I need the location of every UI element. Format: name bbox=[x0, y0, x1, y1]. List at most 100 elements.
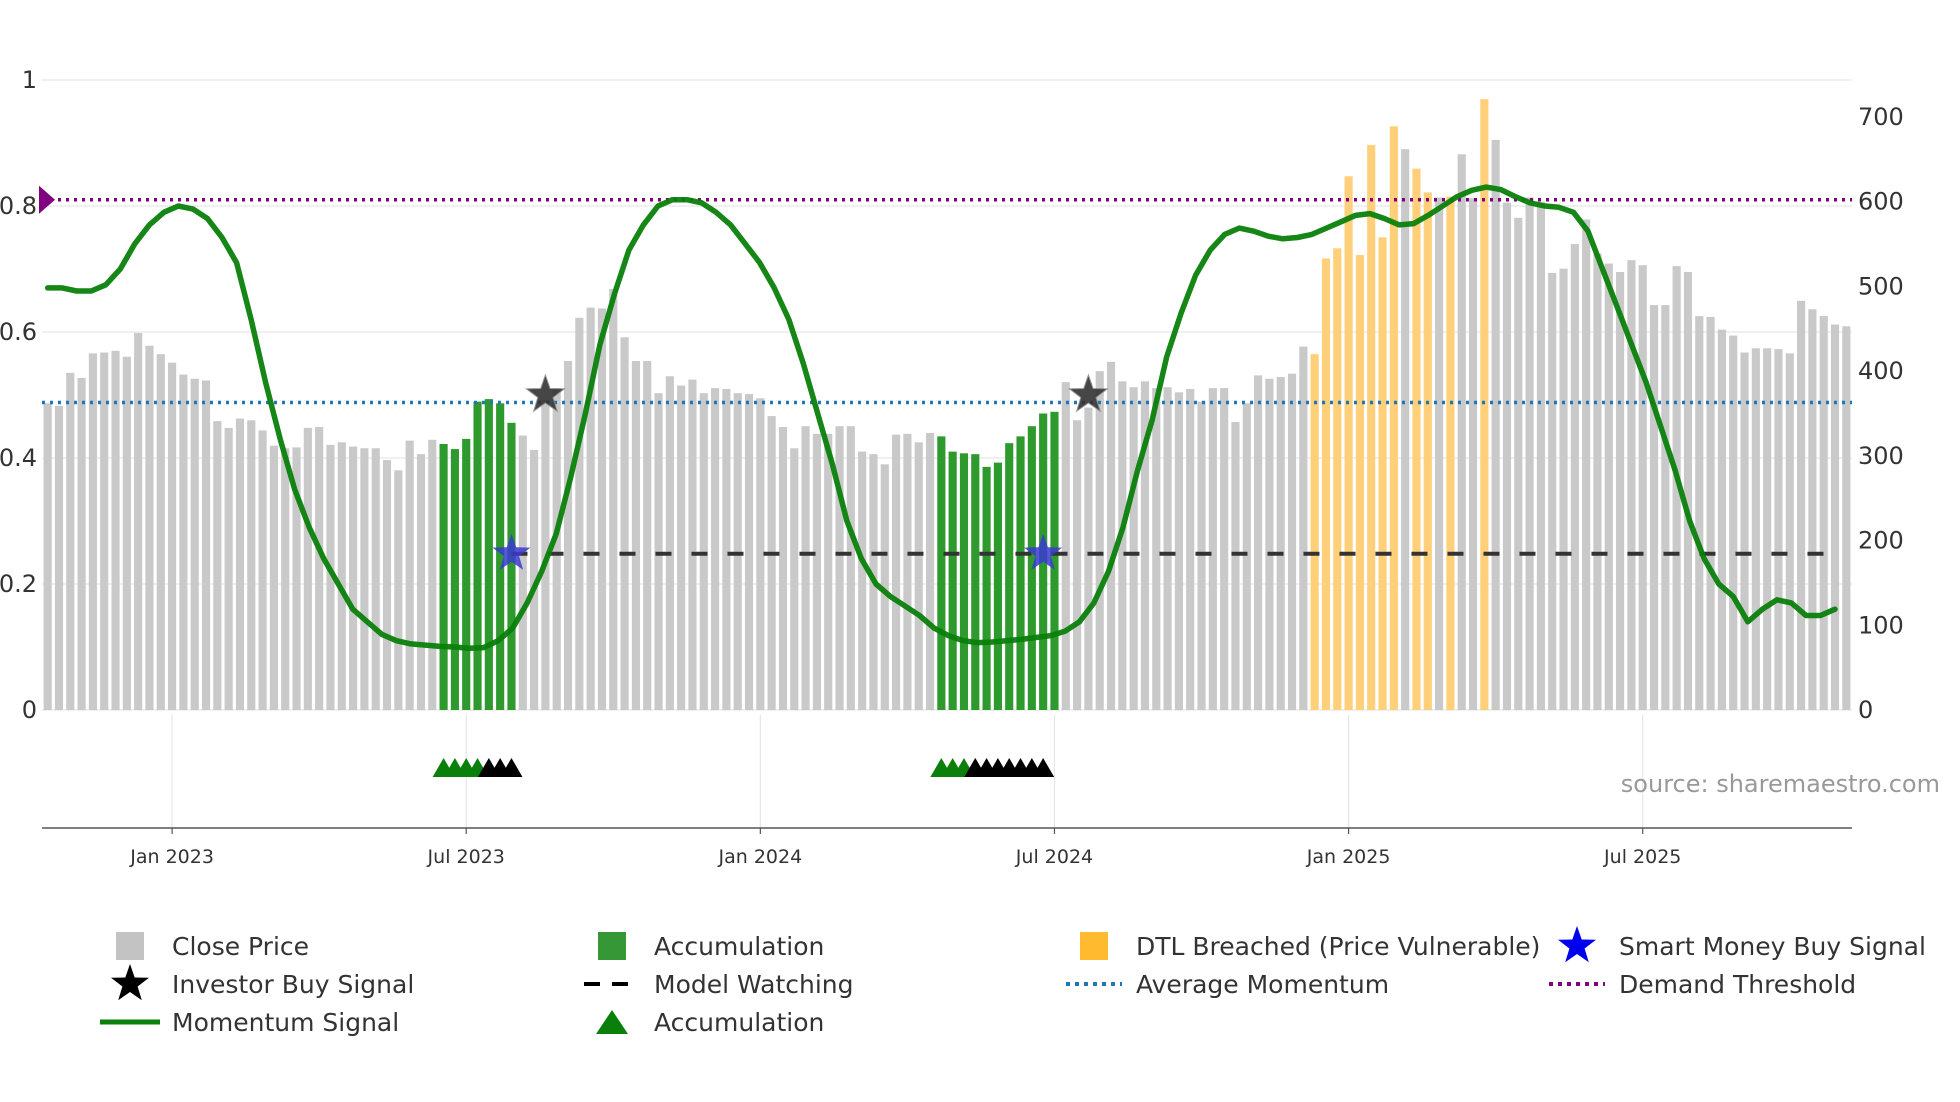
close-price-bar bbox=[77, 377, 86, 710]
close-price-bar bbox=[665, 376, 674, 710]
close-price-bar bbox=[688, 379, 697, 710]
dtl-breached-bar bbox=[1480, 99, 1489, 710]
legend-label: Close Price bbox=[172, 932, 309, 961]
close-price-bar bbox=[66, 372, 75, 710]
close-price-bar bbox=[1118, 381, 1127, 710]
close-price-bar bbox=[1276, 377, 1285, 710]
legend-symbol-triangle bbox=[596, 1010, 628, 1034]
dtl-breached-bar bbox=[1412, 168, 1421, 710]
accumulation-bar bbox=[473, 401, 482, 710]
accumulation-bar bbox=[971, 454, 980, 710]
close-price-bar bbox=[552, 388, 561, 710]
close-price-bar bbox=[43, 403, 52, 710]
close-price-bar bbox=[190, 378, 199, 710]
close-price-bar bbox=[858, 451, 867, 710]
close-price-bar bbox=[677, 385, 686, 710]
close-price-bar bbox=[394, 470, 403, 710]
close-price-bar bbox=[1808, 309, 1817, 710]
accumulation-triangle-black bbox=[500, 758, 523, 777]
close-price-bar bbox=[1740, 352, 1749, 710]
close-price-bar bbox=[145, 345, 154, 710]
close-price-bar bbox=[586, 307, 595, 710]
legend-label: Investor Buy Signal bbox=[172, 970, 414, 999]
dtl-breached-bar bbox=[1333, 248, 1342, 711]
close-price-bar bbox=[530, 449, 539, 710]
legend-label: Demand Threshold bbox=[1619, 970, 1856, 999]
close-price-bar bbox=[1061, 382, 1070, 710]
close-price-bar bbox=[575, 317, 584, 710]
close-price-bar bbox=[1548, 272, 1557, 710]
close-price-bar bbox=[1842, 326, 1851, 710]
dtl-breached-bar bbox=[1310, 354, 1319, 710]
close-price-bar bbox=[733, 393, 742, 710]
close-price-bar bbox=[337, 442, 346, 710]
gridlines bbox=[42, 79, 1852, 828]
legend-label: Model Watching bbox=[654, 970, 854, 999]
accumulation-bar bbox=[937, 436, 946, 710]
right-axis-tick-label: 0 bbox=[1858, 696, 1873, 724]
legend-item: Demand Threshold bbox=[1549, 970, 1856, 999]
dtl-breached-bar bbox=[1423, 192, 1432, 710]
close-price-bar bbox=[1729, 335, 1738, 710]
right-axis-tick-label: 400 bbox=[1858, 357, 1904, 385]
close-price-bar bbox=[846, 426, 855, 710]
right-axis-tick-label: 600 bbox=[1858, 188, 1904, 216]
close-price-bar bbox=[1435, 197, 1444, 710]
accumulation-bar bbox=[507, 422, 516, 710]
legend-symbol-square bbox=[1080, 932, 1108, 960]
close-price-bar bbox=[654, 393, 663, 710]
left-axis-tick-label: 0 bbox=[22, 696, 37, 724]
close-price-bar bbox=[1797, 300, 1806, 710]
close-price-bar bbox=[925, 432, 935, 710]
investor-buy-signal-star bbox=[1067, 373, 1109, 413]
legend-label: Average Momentum bbox=[1136, 970, 1389, 999]
close-price-bar bbox=[1514, 217, 1523, 710]
close-price-bar bbox=[1106, 361, 1116, 710]
close-price-bar bbox=[1763, 348, 1772, 710]
dtl-breached-bar bbox=[1378, 237, 1387, 710]
axes: 0 0.2 0.4 0.6 0.8 1 0 100 200 300 400 500 600 700 Jan … bbox=[0, 66, 1904, 868]
close-price-bar bbox=[269, 445, 278, 710]
close-price-bar bbox=[892, 434, 901, 710]
close-price-bar bbox=[1129, 387, 1138, 710]
legend-symbol-star bbox=[1558, 926, 1596, 963]
dtl-breached-bar bbox=[1389, 126, 1398, 710]
price-bars bbox=[43, 99, 1851, 711]
close-price-bar bbox=[880, 464, 889, 710]
close-price-bar bbox=[1536, 201, 1545, 710]
close-price-bar bbox=[416, 454, 426, 710]
close-price-bar bbox=[903, 433, 912, 710]
close-price-bar bbox=[405, 440, 414, 710]
accumulation-bar bbox=[1050, 411, 1059, 710]
close-price-bar bbox=[235, 418, 245, 710]
source-label: source: sharemaestro.com bbox=[1621, 770, 1940, 798]
close-price-bar bbox=[315, 427, 324, 710]
close-price-bar bbox=[1661, 305, 1670, 710]
close-price-bar bbox=[349, 446, 358, 710]
x-axis-tick-label: Jan 2024 bbox=[718, 846, 803, 868]
close-price-bar bbox=[1819, 316, 1828, 710]
signal-markers bbox=[432, 373, 1109, 777]
close-price-bar bbox=[1593, 253, 1602, 710]
legend-item: Model Watching bbox=[584, 970, 854, 999]
close-price-bar bbox=[1140, 381, 1150, 710]
close-price-bar bbox=[1265, 378, 1274, 710]
legend-item: Investor Buy Signal bbox=[111, 964, 414, 1001]
close-price-bar bbox=[292, 447, 301, 710]
close-price-bar bbox=[1616, 272, 1625, 710]
legend: Close Price Accumulation DTL Breached (Pri… bbox=[100, 926, 1926, 1037]
dtl-breached-bar bbox=[1344, 176, 1353, 711]
close-price-bar bbox=[111, 350, 120, 710]
close-price-bar bbox=[801, 426, 810, 710]
close-price-bar bbox=[1401, 149, 1410, 711]
close-price-bar bbox=[699, 393, 708, 710]
close-price-bar bbox=[1242, 403, 1251, 710]
close-price-bar bbox=[1706, 316, 1715, 710]
close-price-bar bbox=[790, 448, 799, 710]
close-price-bar bbox=[326, 444, 335, 710]
accumulation-bar bbox=[948, 451, 957, 710]
legend-item: Smart Money Buy Signal bbox=[1558, 926, 1926, 963]
left-axis-tick-label: 0.2 bbox=[0, 570, 37, 598]
close-price-bar bbox=[1785, 353, 1794, 710]
